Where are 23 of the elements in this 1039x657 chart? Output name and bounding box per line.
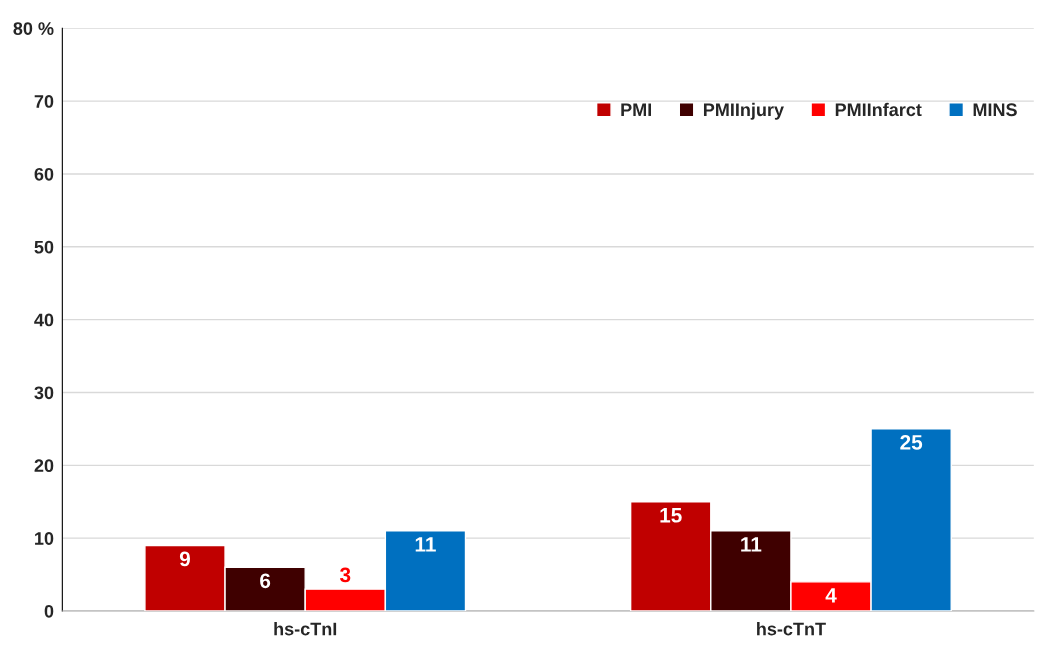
data-label: 25: [900, 435, 923, 450]
legend-label: MINS: [973, 103, 1017, 117]
y-tick-label: 60: [34, 167, 54, 181]
legend-label: PMIInfarct: [835, 102, 922, 117]
y-tick-label: 30: [34, 386, 54, 400]
data-label: 11: [415, 537, 436, 552]
data-label: 3: [339, 567, 351, 583]
data-label: 9: [179, 551, 191, 567]
data-label: 4: [825, 588, 837, 603]
x-tick-label: hs-cTnT: [757, 622, 826, 636]
data-label: 11: [741, 537, 762, 552]
y-tick-label: 40: [34, 313, 54, 327]
legend-label: PMIInjury: [703, 102, 784, 120]
x-tick-label: hs-cTnI: [274, 622, 337, 636]
data-label: 15: [660, 508, 682, 523]
y-tick-label: 80 %: [13, 22, 54, 35]
y-tick-label: 10: [35, 532, 54, 545]
y-tick-label: 70: [34, 95, 54, 108]
data-label: 6: [260, 573, 271, 589]
y-tick-label: 50: [34, 240, 54, 254]
y-tick-label: 20: [34, 459, 54, 473]
y-tick-label: 0: [44, 604, 54, 618]
legend-label: PMI: [621, 103, 652, 116]
